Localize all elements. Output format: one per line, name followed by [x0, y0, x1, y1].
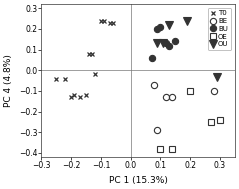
OU	[186, 20, 189, 22]
BE	[212, 90, 215, 92]
OE	[189, 90, 192, 92]
OU	[168, 24, 171, 26]
Legend: T0, BE, BU, OE, OU: T0, BE, BU, OE, OU	[208, 8, 231, 50]
T0	[87, 53, 90, 55]
BE	[153, 84, 156, 86]
BE	[156, 129, 159, 131]
OU	[156, 42, 159, 45]
T0	[70, 96, 73, 98]
BE	[171, 96, 174, 98]
BU	[159, 26, 162, 28]
T0	[79, 96, 81, 98]
BU	[156, 28, 159, 30]
OE	[210, 121, 212, 123]
Y-axis label: PC 4 (4.8%): PC 4 (4.8%)	[4, 54, 13, 107]
T0	[93, 73, 96, 76]
T0	[103, 20, 105, 22]
T0	[73, 94, 76, 96]
T0	[91, 53, 93, 55]
BU	[174, 40, 177, 43]
BU	[168, 44, 171, 47]
X-axis label: PC 1 (15.3%): PC 1 (15.3%)	[109, 176, 168, 185]
OE	[218, 119, 221, 121]
T0	[109, 22, 111, 24]
BU	[165, 42, 168, 45]
OE	[159, 148, 162, 150]
T0	[85, 94, 87, 96]
BU	[212, 15, 215, 18]
OE	[171, 148, 174, 150]
BU	[150, 57, 153, 59]
OU	[162, 42, 165, 45]
OU	[216, 75, 218, 78]
Line: OE: OE	[158, 88, 223, 152]
T0	[55, 77, 58, 80]
Line: BE: BE	[151, 82, 217, 133]
BE	[165, 96, 168, 98]
Line: OU: OU	[154, 17, 221, 80]
Line: T0: T0	[54, 18, 115, 100]
T0	[111, 22, 114, 24]
Line: BU: BU	[148, 13, 217, 61]
T0	[99, 20, 102, 22]
T0	[64, 77, 67, 80]
